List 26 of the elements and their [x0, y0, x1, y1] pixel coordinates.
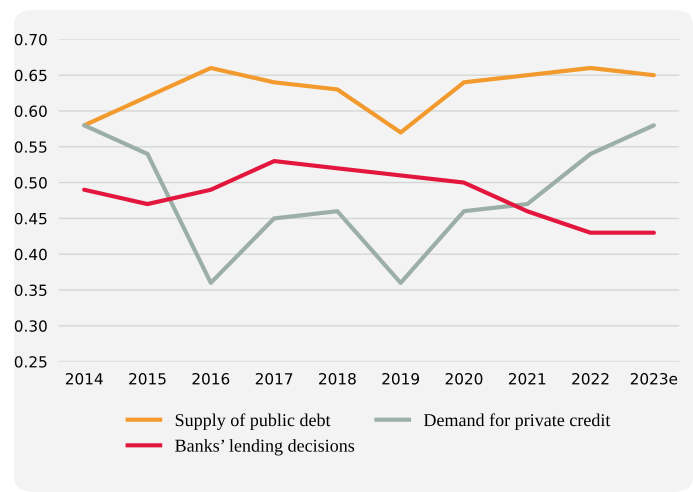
x-tick-label: 2020 — [446, 373, 482, 385]
line-series — [82, 123, 656, 285]
legend-label: Supply of public debt — [176, 413, 330, 430]
y-tick-label: 0.55 — [14, 141, 46, 153]
x-tick-label: 2022 — [572, 373, 608, 385]
y-tick-label: 0.25 — [14, 356, 46, 368]
x-tick-label: 2015 — [129, 373, 166, 385]
x-tick-label: 2023e — [630, 373, 678, 385]
y-tick-label: 0.45 — [14, 212, 46, 224]
x-tick-label: 2019 — [382, 373, 420, 385]
x-tick-label: 2017 — [256, 373, 292, 385]
y-tick-label: 0.60 — [14, 105, 47, 117]
x-tick-label: 2021 — [508, 373, 546, 385]
x-tick-label: 2018 — [319, 373, 356, 385]
y-tick-label: 0.65 — [14, 70, 46, 82]
line-series — [82, 66, 656, 135]
x-tick-label: 2016 — [192, 373, 230, 385]
legend-label: Demand for private credit — [424, 413, 610, 430]
x-tick-label: 2014 — [66, 373, 103, 385]
y-tick-label: 0.70 — [14, 34, 47, 46]
legend-label: Banks’ lending decisions — [175, 439, 354, 456]
y-tick-label: 0.40 — [14, 248, 47, 260]
y-tick-label: 0.35 — [14, 284, 46, 296]
y-tick-label: 0.50 — [14, 177, 47, 189]
line-series — [82, 159, 656, 235]
y-tick-label: 0.30 — [14, 320, 47, 332]
